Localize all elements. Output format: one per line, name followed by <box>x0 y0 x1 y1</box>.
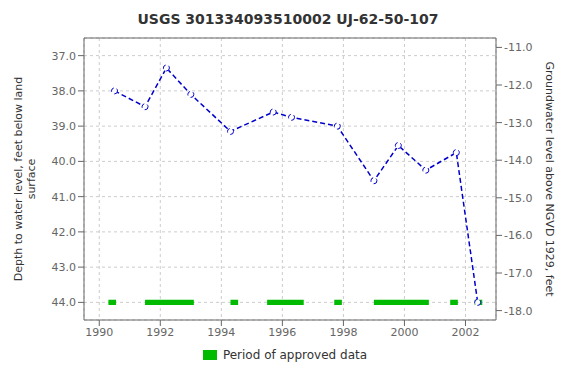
svg-text:1992: 1992 <box>146 326 174 339</box>
svg-text:2002: 2002 <box>451 326 479 339</box>
svg-text:1990: 1990 <box>85 326 113 339</box>
svg-text:1994: 1994 <box>207 326 235 339</box>
svg-text:42.0: 42.0 <box>52 226 77 239</box>
svg-text:2000: 2000 <box>390 326 418 339</box>
svg-text:Depth to water level, feet bel: Depth to water level, feet below landsur… <box>12 77 38 282</box>
svg-text:-13.0: -13.0 <box>504 117 532 130</box>
svg-text:43.0: 43.0 <box>52 261 77 274</box>
svg-text:Groundwater level above NGVD 1: Groundwater level above NGVD 1929, feet <box>543 61 556 297</box>
svg-text:-14.0: -14.0 <box>504 154 532 167</box>
svg-text:40.0: 40.0 <box>52 155 77 168</box>
svg-text:44.0: 44.0 <box>52 296 77 309</box>
svg-text:1996: 1996 <box>268 326 296 339</box>
html-text:Period of approved data: Period of approved data <box>222 348 368 362</box>
svg-text:-17.0: -17.0 <box>504 267 532 280</box>
svg-text:39.0: 39.0 <box>52 120 77 133</box>
svg-text:-12.0: -12.0 <box>504 79 532 92</box>
html-text:USGS 301334093510002 UJ-62-50-: USGS 301334093510002 UJ-62-50-107 <box>137 11 439 27</box>
svg-text:41.0: 41.0 <box>52 191 77 204</box>
svg-text:1998: 1998 <box>329 326 357 339</box>
svg-text:-11.0: -11.0 <box>504 41 532 54</box>
svg-text:37.0: 37.0 <box>52 50 77 63</box>
svg-text:-15.0: -15.0 <box>504 192 532 205</box>
svg-text:-16.0: -16.0 <box>504 229 532 242</box>
svg-text:-18.0: -18.0 <box>504 305 532 318</box>
svg-text:38.0: 38.0 <box>52 85 77 98</box>
